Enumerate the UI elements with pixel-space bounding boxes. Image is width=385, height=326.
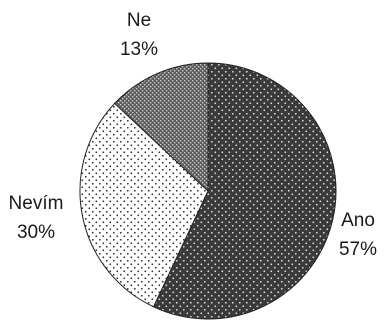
- slice-label: Ano: [341, 210, 375, 231]
- pie-slice-ne: [113, 62, 209, 193]
- slice-value-label: 30%: [17, 222, 55, 243]
- slice-label: Ne: [127, 10, 151, 31]
- slice-value-label: 57%: [339, 239, 377, 260]
- pie-slices: [79, 62, 337, 320]
- pie-labels: Ano 57% Nevím 30% Ne 13%: [9, 10, 378, 260]
- pie-slice-nev-m: [79, 102, 209, 308]
- pie-slice-ano: [152, 62, 337, 320]
- slice-value-label: 13%: [120, 39, 158, 60]
- slice-label: Nevím: [9, 193, 64, 214]
